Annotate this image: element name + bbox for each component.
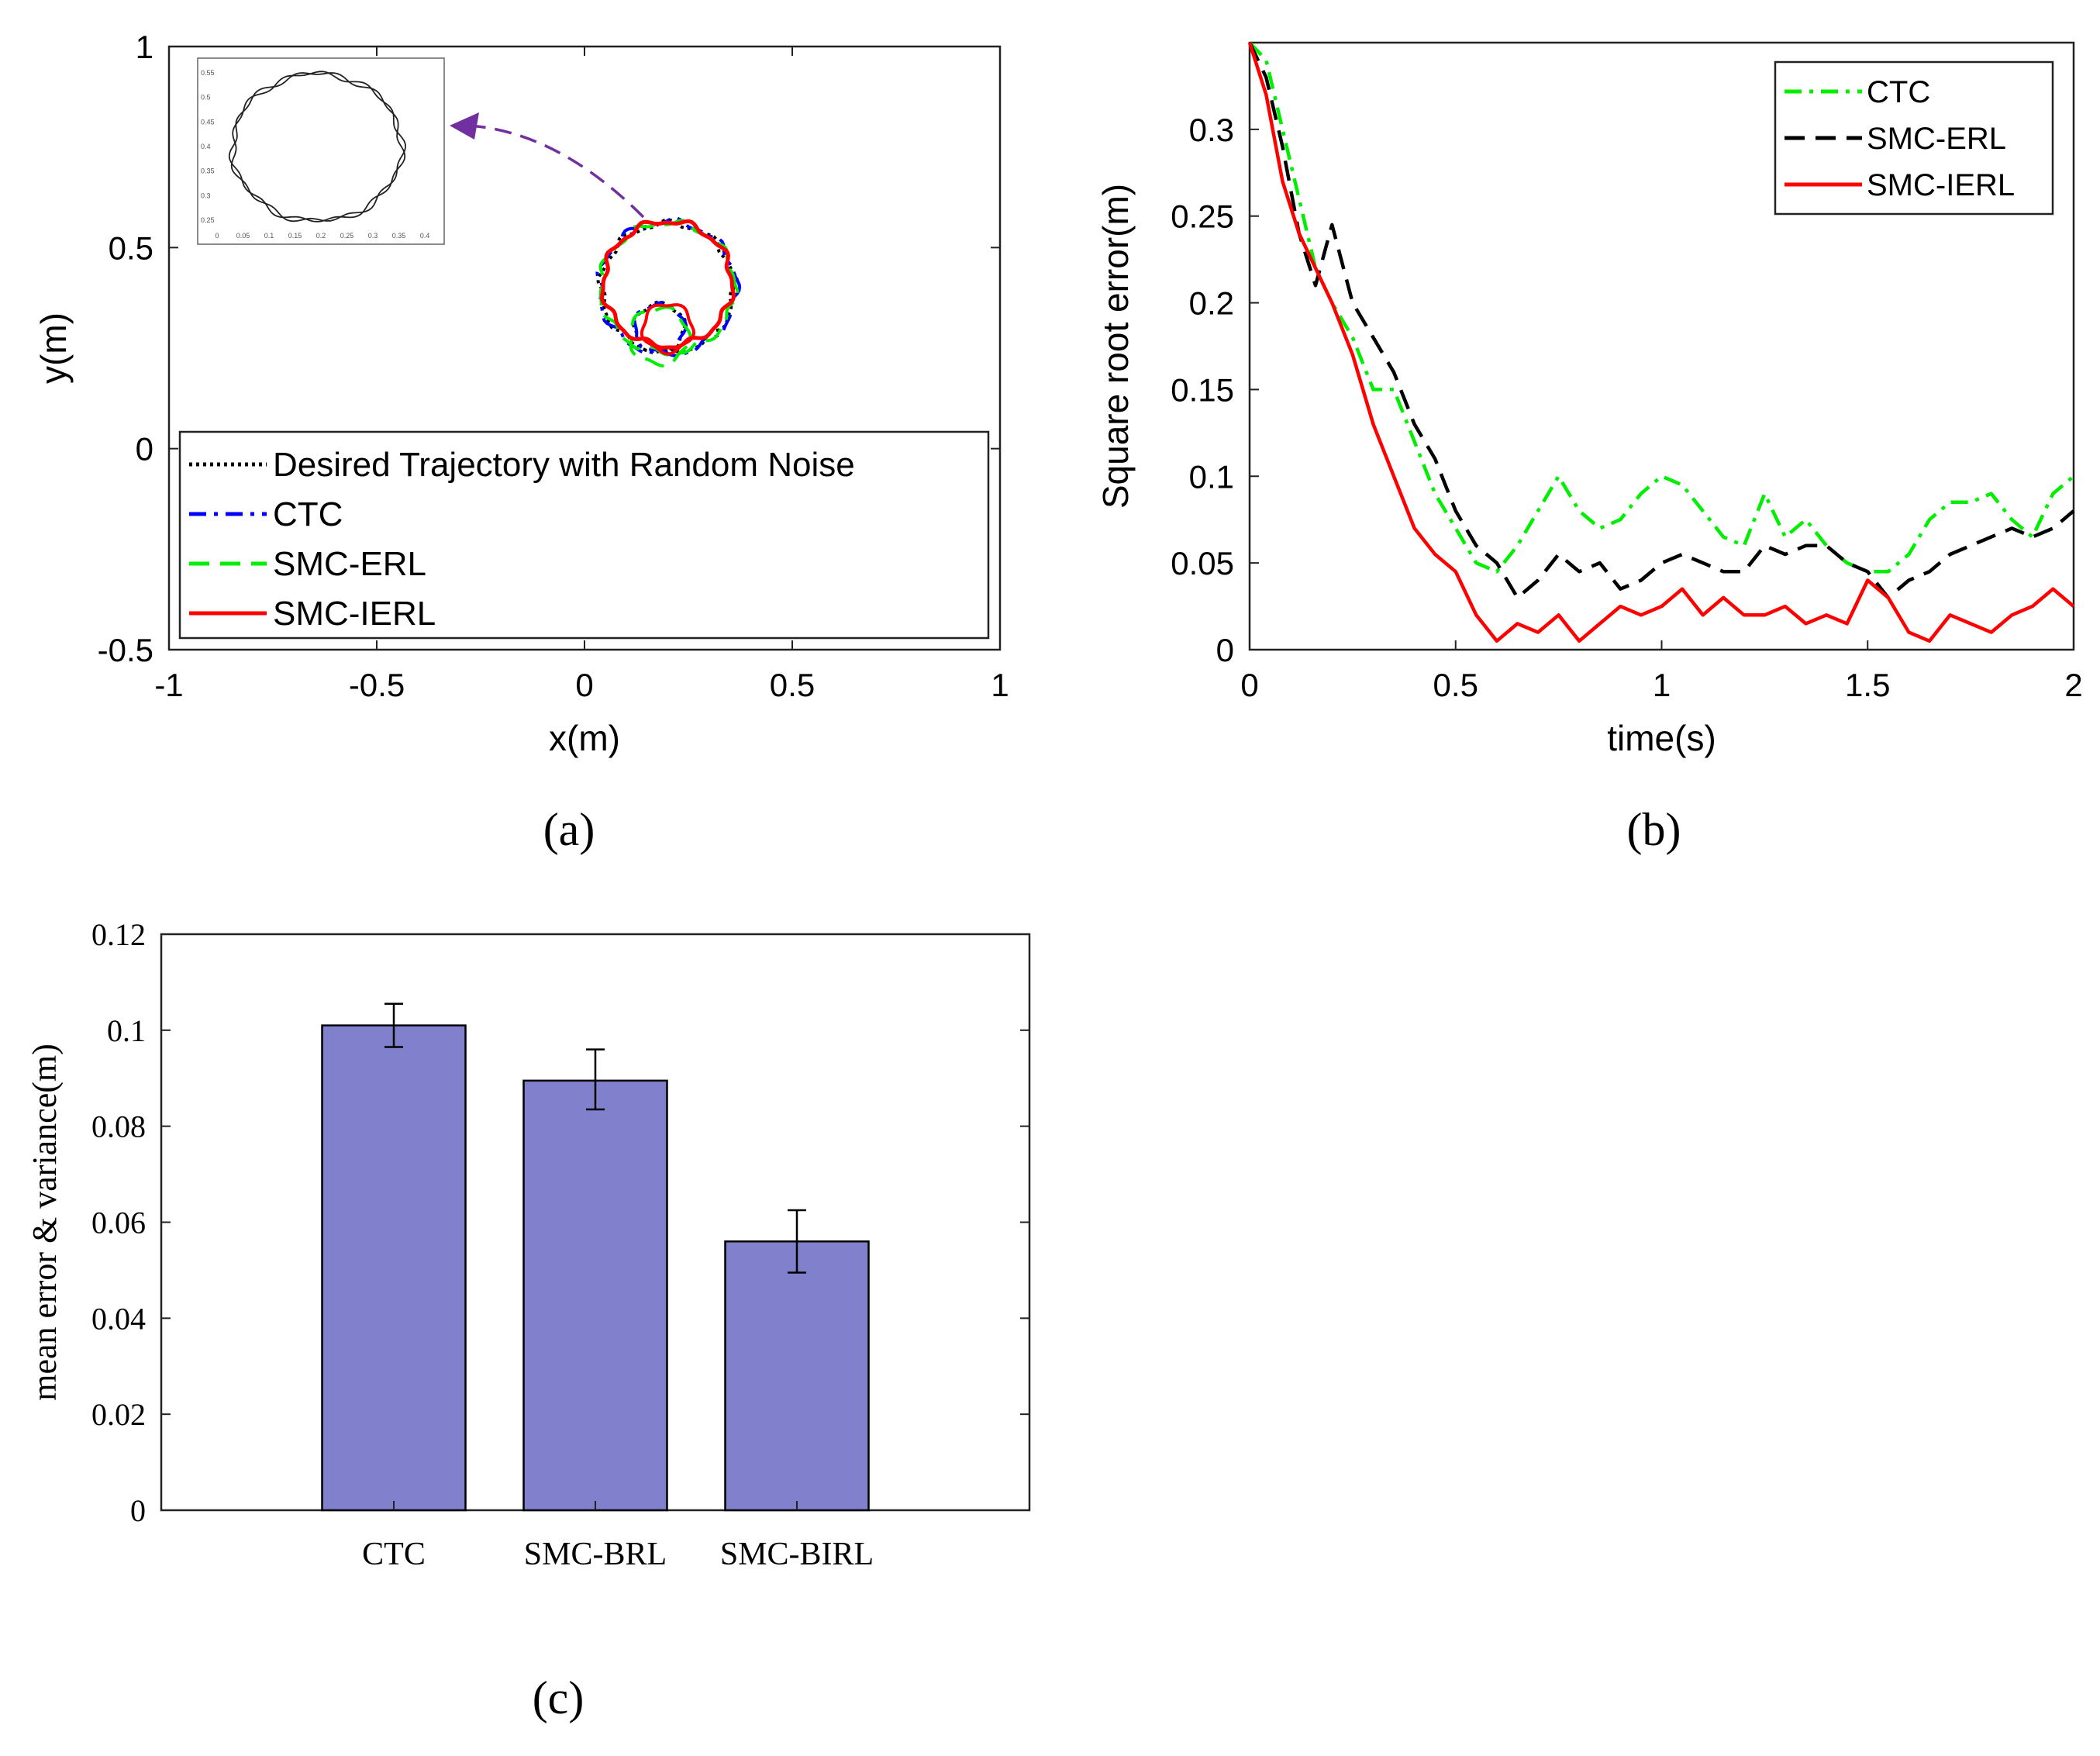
- panel-a-x-axis-label: x(m): [549, 718, 620, 758]
- panel-a-y-tick-label: 0.5: [109, 229, 153, 266]
- panel-a-inset-x-tick-label: 0.35: [392, 232, 406, 240]
- panel-b-x-tick-label: 0: [1240, 667, 1258, 703]
- panel-c-bar: [724, 1240, 870, 1512]
- panel-a-inset-x-tick-label: 0.25: [340, 232, 354, 240]
- panel-b-x-tick-label: 1.5: [1845, 667, 1890, 703]
- panel-b-y-tick-label: 0.25: [1171, 198, 1234, 235]
- panel-a-y-tick-label: 1: [136, 29, 153, 65]
- panel-a-series-inner-2: [629, 305, 692, 367]
- panel-b-y-tick-label: 0.1: [1189, 458, 1234, 495]
- panel-a-legend-label: SMC-ERL: [273, 545, 426, 583]
- panel-b-ticks: 0 0.5 1 1.5 2 0 0.05 0.1 0.15 0.2 0.25 0.3: [1171, 112, 2082, 703]
- panel-a-series-inner-0: [631, 300, 688, 353]
- panel-b-y-tick-label: 0.15: [1171, 371, 1234, 408]
- panel-b-series-line-0: [1248, 41, 2075, 574]
- panel-c-y-tick-label: 0.12: [91, 917, 146, 952]
- panel-c-y-axis-label: mean error & variance(m): [26, 1044, 64, 1401]
- panel-a-legend: Desired Trajectory with Random Noise CTC S…: [178, 430, 990, 640]
- panel-c-y-tick-label: 0.06: [91, 1206, 146, 1240]
- panel-a-x-tick-label: -0.5: [349, 667, 405, 703]
- panel-a-inset-x-tick-label: 0.1: [264, 232, 274, 240]
- panel-b-x-tick-label: 2: [2064, 667, 2082, 703]
- panel-b-y-tick-label: 0.3: [1189, 112, 1234, 148]
- panel-c-bar: [522, 1079, 668, 1512]
- panel-a-legend-label: SMC-IERL: [273, 595, 436, 633]
- panel-a-legend-label: CTC: [273, 495, 343, 533]
- panel-a-plot-area: [595, 216, 742, 367]
- panel-b-y-tick-label: 0: [1216, 632, 1234, 668]
- panel-a-x-tick-label: -1: [154, 667, 183, 703]
- panel-c-x-tick-label: CTC: [362, 1537, 426, 1572]
- panel-a-ticks: -1 -0.5 0 0.5 1-0.500.51: [98, 29, 1009, 703]
- panel-b-x-axis-label: time(s): [1607, 718, 1716, 758]
- panel-a-inset-curve-0: [228, 72, 406, 223]
- panel-a-inset-y-tick-label: 0.5: [201, 94, 211, 102]
- panel-a-inset-y-tick-label: 0.55: [201, 69, 215, 77]
- panel-a-inset-y-tick-label: 0.3: [201, 191, 211, 199]
- panel-b-y-tick-label: 0.05: [1171, 545, 1234, 581]
- panel-a-zoom-arrow: [468, 124, 645, 219]
- panel-c-caption: (c): [533, 1672, 584, 1723]
- panel-c: CTC SMC-BRL SMC-BIRL 00.020.040.060.080.10…: [26, 917, 1031, 1723]
- panel-b: 0 0.5 1 1.5 200.050.10.150.20.250.3 time(s) …: [1095, 41, 2083, 855]
- panel-b-legend-label: SMC-ERL: [1867, 122, 2006, 156]
- panel-a-series-inner-3: [640, 303, 696, 356]
- panel-a-y-tick-label: 0: [136, 431, 153, 467]
- panel-a-inset-y-tick-label: 0.45: [201, 118, 215, 126]
- panel-b-y-axis-label: Square root error(m): [1095, 184, 1136, 509]
- panel-a-y-tick-label: -0.5: [98, 632, 153, 668]
- panel-b-y-tick-label: 0.2: [1189, 285, 1234, 322]
- panel-b-series-line-2: [1247, 42, 2075, 643]
- panel-a-legend-label: Desired Trajectory with Random Noise: [273, 446, 855, 484]
- panel-a-inset-x-tick-label: 0.3: [368, 232, 378, 240]
- panel-c-y-tick-label: 0.1: [107, 1013, 146, 1048]
- panel-b-legend: CTC SMC-ERL SMC-IERL: [1774, 60, 2054, 216]
- panel-a-x-tick-label: 0: [575, 667, 593, 703]
- panel-c-y-tick-label: 0: [130, 1493, 146, 1528]
- panel-c-y-tick-label: 0.08: [91, 1109, 146, 1144]
- panel-a-inset-x-tick-label: 0.15: [288, 232, 302, 240]
- panel-a-caption: (a): [543, 804, 595, 855]
- panel-a-y-axis-label: y(m): [33, 312, 74, 384]
- panel-a-inset-y-tick-label: 0.35: [201, 167, 215, 175]
- panel-a-series-outer-3: [599, 219, 736, 350]
- panel-c-x-tick-label: SMC-BIRL: [720, 1537, 874, 1572]
- panel-a-inset-curve-1: [230, 71, 406, 223]
- panel-c-x-tick-label: SMC-BRL: [524, 1537, 667, 1572]
- panel-b-x-tick-label: 1: [1653, 667, 1671, 703]
- panel-b-legend-label: CTC: [1867, 75, 1930, 109]
- panel-a-inset-x-tick-label: 0: [215, 232, 219, 240]
- panel-b-caption: (b): [1627, 804, 1681, 855]
- panel-c-plot-area: CTC SMC-BRL SMC-BIRL: [321, 1002, 874, 1572]
- panel-a-legend-box: [178, 430, 990, 640]
- panel-a-inset-x-tick-label: 0.05: [236, 232, 250, 240]
- panel-a-inset-y-tick-label: 0.25: [201, 216, 215, 224]
- panel-c-ticks: 0 0.02 0.04 0.06 0.08 0.1 0.12: [91, 917, 1029, 1528]
- panel-a-inset-x-tick-label: 0.4: [420, 232, 430, 240]
- panel-a-x-tick-label: 1: [991, 667, 1009, 703]
- panel-b-x-tick-label: 0.5: [1433, 667, 1478, 703]
- panel-b-legend-label: SMC-IERL: [1867, 168, 2015, 202]
- panel-a-inset-y-tick-label: 0.4: [201, 143, 211, 150]
- panel-a-zoom-arrowhead: [450, 112, 479, 140]
- panel-c-bar: [321, 1024, 467, 1512]
- panel-c-y-tick-label: 0.02: [91, 1397, 146, 1432]
- panel-a: -1 -0.5 0 0.5 1-0.500.51 x(m) y(m) Desired T…: [33, 29, 1009, 855]
- panel-a-x-tick-label: 0.5: [770, 667, 815, 703]
- panel-a-inset-x-tick-label: 0.2: [316, 232, 326, 240]
- panel-b-series-line-1: [1247, 42, 2075, 600]
- panel-a-inset: 0 0.05 0.1 0.15 0.2 0.25 0.3 0.35 0.4 0.55 0.5 0.45…: [197, 57, 645, 245]
- panel-b-plot-area: [1247, 41, 2075, 643]
- panel-a-inset-frame: [197, 57, 445, 245]
- panel-c-y-tick-label: 0.04: [91, 1301, 146, 1336]
